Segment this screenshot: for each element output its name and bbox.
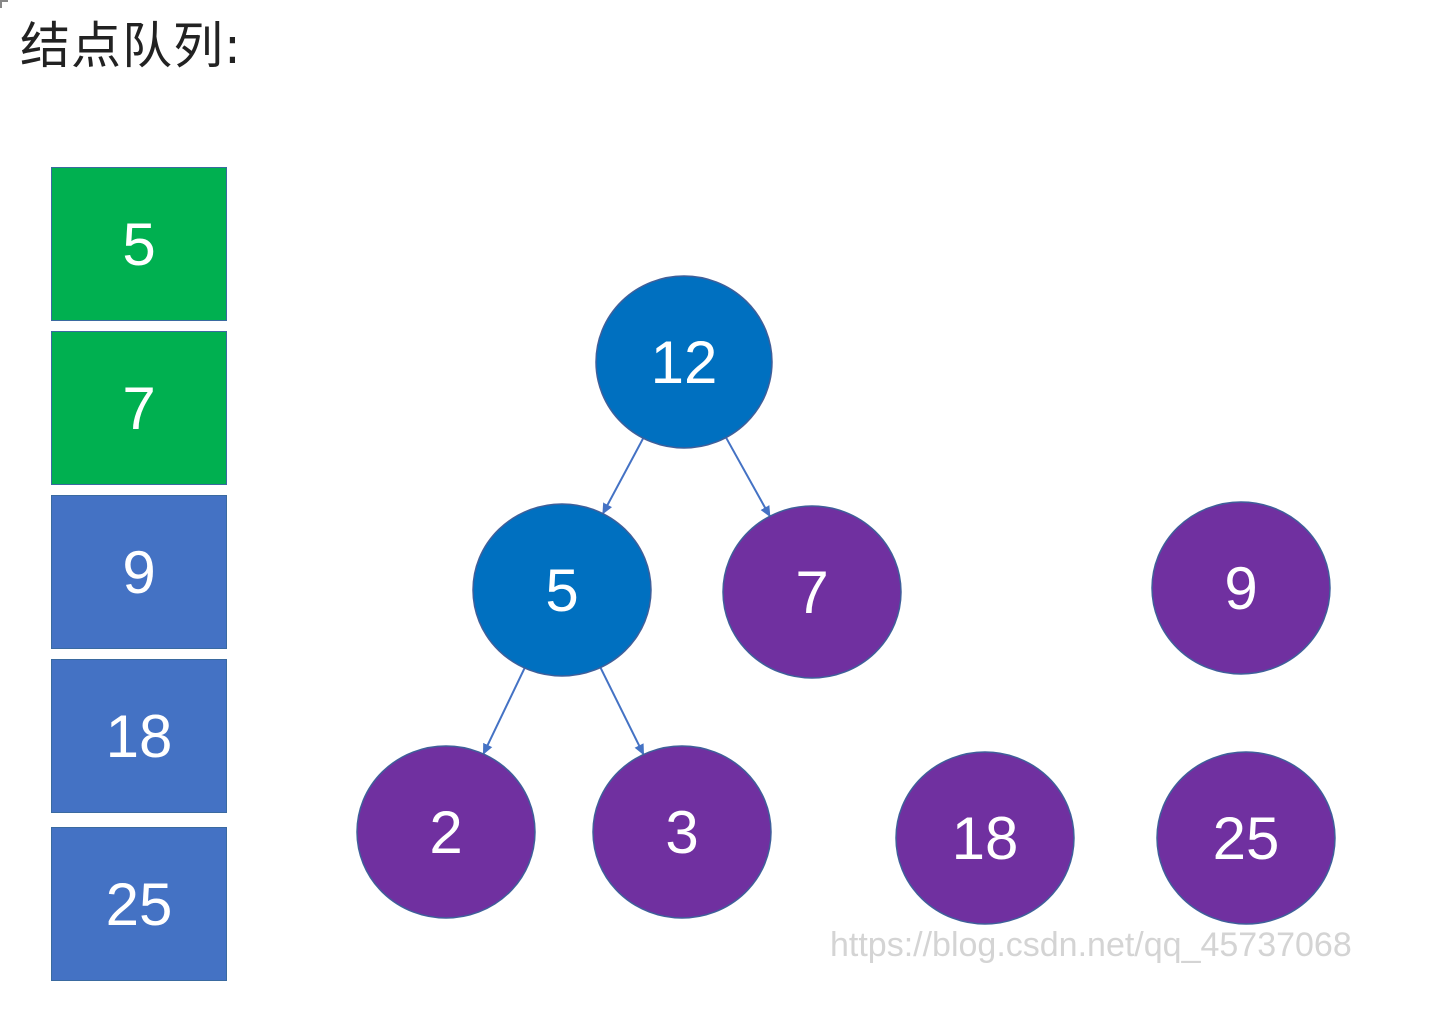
- edge-n5-n3: [599, 667, 645, 756]
- queue-cell-3: 18: [51, 659, 227, 813]
- queue-cell-4: 25: [51, 827, 227, 981]
- node-label: 9: [1224, 555, 1257, 622]
- tree-node-2: 2: [356, 745, 536, 919]
- page-title: 结点队列:: [20, 17, 242, 75]
- edge-n12-n7: [725, 437, 771, 518]
- node-circle: [722, 505, 902, 679]
- tree-node-25: 25: [1156, 751, 1336, 925]
- node-circle: [356, 745, 536, 919]
- tree-node-18: 18: [895, 751, 1075, 925]
- queue-cell-0: 5: [51, 167, 227, 321]
- tree-node-9: 9: [1151, 501, 1331, 675]
- queue-cell-1: 7: [51, 331, 227, 485]
- watermark: https://blog.csdn.net/qq_45737068: [830, 926, 1352, 964]
- node-label: 7: [795, 559, 828, 626]
- node-label: 5: [545, 557, 578, 624]
- nodes-layer: 12 5 7 2 3 9 18 25: [356, 275, 1336, 925]
- edge-n5-n2: [482, 667, 526, 755]
- node-circle: [1151, 501, 1331, 675]
- edges-layer: [482, 437, 771, 756]
- node-label: 12: [651, 329, 718, 396]
- tree-node-12: 12: [595, 275, 773, 449]
- node-circle: [895, 751, 1075, 925]
- node-circle: [1156, 751, 1336, 925]
- node-label: 18: [952, 805, 1019, 872]
- node-label: 2: [429, 799, 462, 866]
- node-circle: [595, 275, 773, 449]
- tree-node-5: 5: [472, 503, 652, 677]
- edge-n12-n5: [601, 437, 645, 515]
- node-label: 3: [665, 799, 698, 866]
- node-label: 25: [1213, 805, 1280, 872]
- node-circle: [592, 745, 772, 919]
- node-circle: [472, 503, 652, 677]
- tree-node-3: 3: [592, 745, 772, 919]
- tree-node-7: 7: [722, 505, 902, 679]
- corner-mark: [0, 0, 8, 8]
- queue-cell-2: 9: [51, 495, 227, 649]
